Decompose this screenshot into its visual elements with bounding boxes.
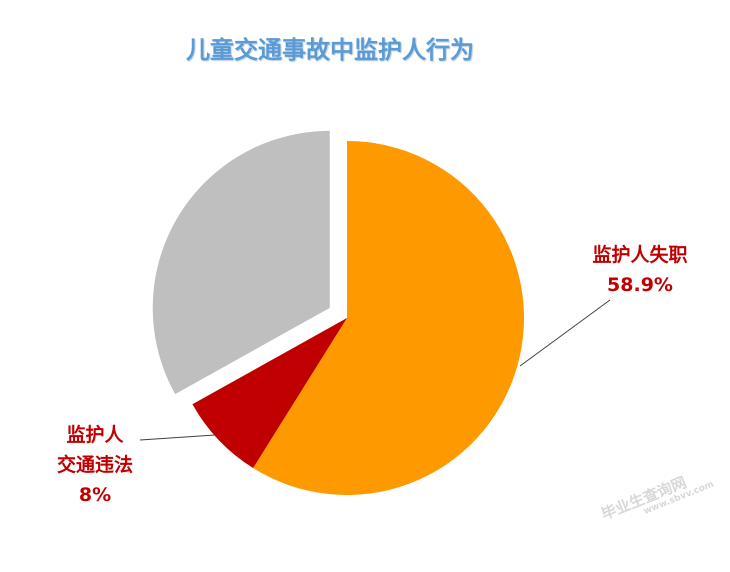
pie-slice-guardian-negligence — [253, 141, 524, 495]
leader-line-main — [519, 299, 611, 367]
slice-label-violation-line3: 8% — [78, 484, 112, 506]
slice-label-violation-line2: 交通违法 — [56, 454, 133, 476]
leader-line-violation — [139, 434, 216, 441]
slice-label-main-line1: 监护人失职 — [592, 244, 688, 266]
slice-label-main-line2: 58.9% — [607, 274, 673, 296]
slice-label-main: 监护人失职 58.9% — [575, 240, 705, 300]
chart-title: 儿童交通事故中监护人行为 — [186, 36, 474, 64]
slice-label-violation-line1: 监护人 — [66, 424, 124, 446]
slice-label-violation: 监护人 交通违法 8% — [50, 420, 140, 510]
pie-slice-other — [152, 130, 330, 395]
pie-slice-guardian-traffic-violation — [192, 318, 347, 469]
